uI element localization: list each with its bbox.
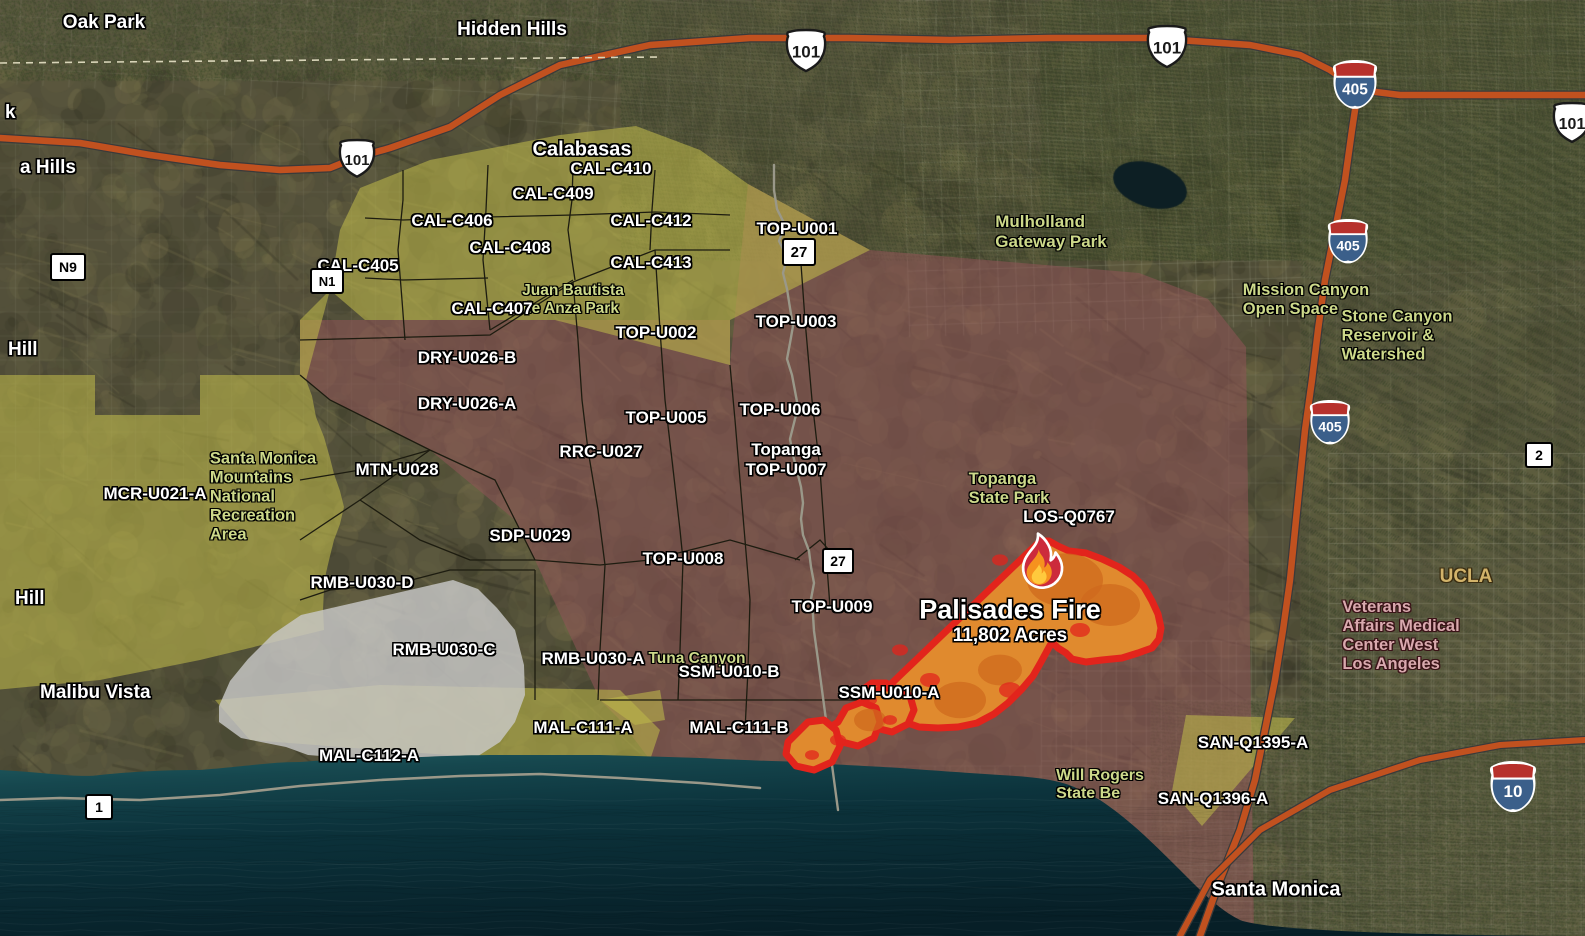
svg-text:101: 101	[792, 43, 820, 62]
svg-text:101: 101	[1153, 39, 1181, 58]
svg-text:10: 10	[1504, 783, 1523, 802]
svg-text:101: 101	[344, 151, 369, 168]
svg-text:405: 405	[1318, 418, 1342, 434]
svg-text:405: 405	[1342, 81, 1368, 98]
svg-text:405: 405	[1336, 237, 1360, 253]
svg-text:101: 101	[1559, 116, 1585, 133]
